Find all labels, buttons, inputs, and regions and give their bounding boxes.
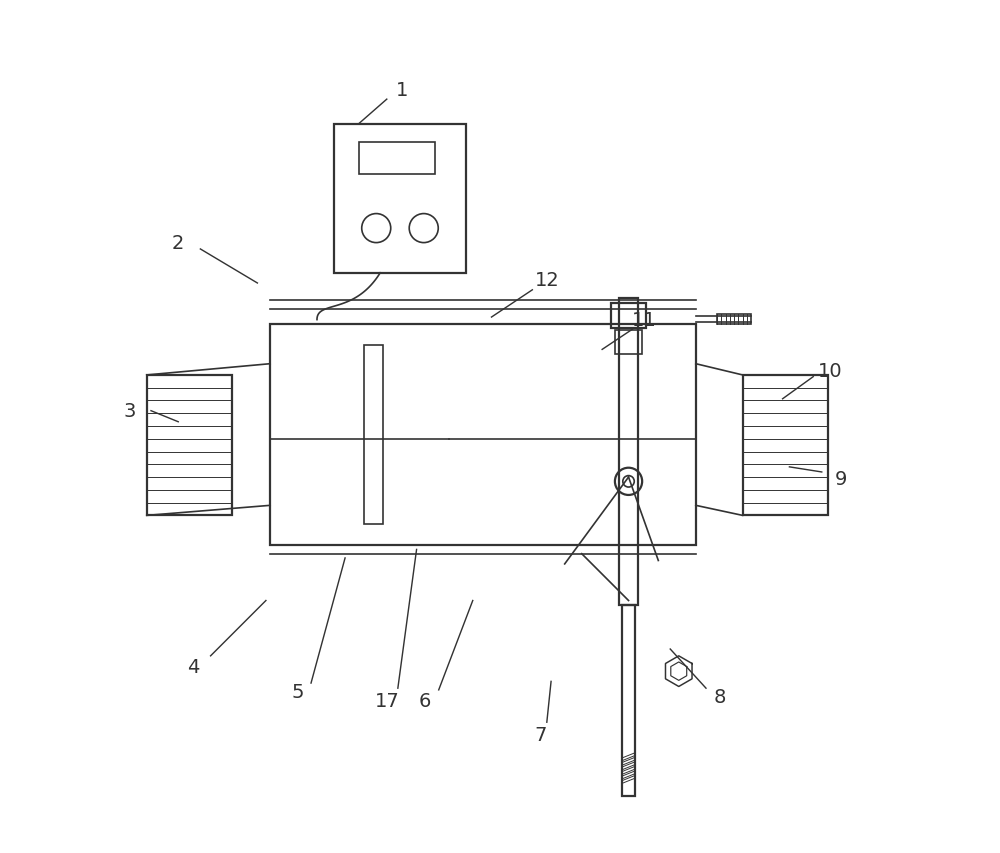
Bar [615, 330, 642, 354]
Bar [364, 345, 383, 525]
Text: 9: 9 [834, 470, 847, 489]
Text: 5: 5 [291, 682, 304, 701]
Text: 8: 8 [713, 688, 726, 706]
Text: 11: 11 [632, 310, 657, 330]
Text: 1: 1 [396, 81, 408, 100]
Text: 10: 10 [818, 362, 843, 380]
Bar [619, 299, 638, 605]
Bar [717, 314, 751, 325]
Text: 12: 12 [534, 270, 559, 290]
Text: 3: 3 [124, 402, 136, 421]
Bar [147, 375, 232, 516]
Text: 6: 6 [419, 691, 431, 710]
Bar [270, 324, 696, 546]
Bar [611, 303, 646, 328]
Bar [359, 142, 435, 175]
Text: 4: 4 [187, 657, 200, 676]
Bar [622, 605, 635, 797]
Bar [743, 375, 828, 516]
Text: 17: 17 [375, 691, 400, 710]
Text: 2: 2 [172, 235, 184, 253]
Bar [334, 125, 466, 274]
Text: 7: 7 [535, 725, 547, 744]
